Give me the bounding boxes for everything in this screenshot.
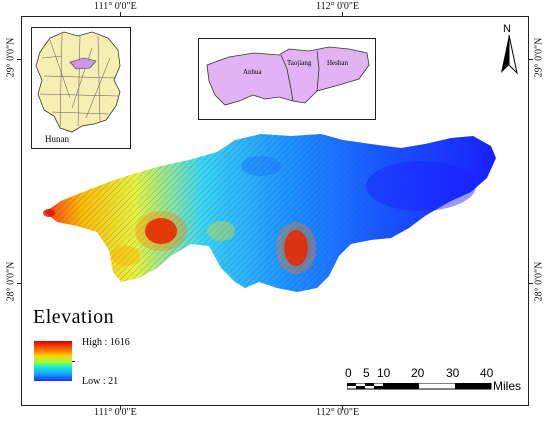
left-lat-label-28: 28° 0'0"N <box>5 261 17 302</box>
inset-province-label: Hunan <box>45 134 69 144</box>
north-label: N <box>503 23 511 35</box>
county-label-anhua: Anhua <box>243 68 262 76</box>
scale-tick-0: 0 <box>345 366 352 380</box>
scale-unit: Miles <box>493 379 522 393</box>
frame-tick <box>529 59 533 60</box>
high-elevation-patch <box>284 230 308 266</box>
frame-tick <box>120 406 121 410</box>
high-elevation-patch <box>276 222 316 274</box>
scale-tick-30: 30 <box>446 366 460 380</box>
scale-tick-20: 20 <box>411 366 425 380</box>
right-lat-label-28: 28° 0'0"N <box>533 261 545 302</box>
legend-mid-tick <box>72 361 75 362</box>
high-elevation-patch <box>135 211 187 251</box>
high-elevation-patch <box>43 209 55 217</box>
study-area-highlight <box>69 57 97 70</box>
top-lon-label-112: 112° 0'0"E <box>316 1 360 12</box>
frame-tick <box>17 283 21 284</box>
hunan-inset-map: Hunan <box>31 27 131 149</box>
scale-tick-5: 5 <box>363 366 370 380</box>
right-lat-label-29: 29° 0'0"N <box>533 37 545 78</box>
scale-tick-40: 40 <box>480 366 494 380</box>
legend-low-label: Low : 21 <box>82 376 119 387</box>
elevation-color-ramp <box>34 341 72 381</box>
top-lon-label-111: 111° 0'0"E <box>94 1 137 12</box>
scale-bar-graphic <box>347 383 492 390</box>
legend-high-label: High : 1616 <box>82 337 130 348</box>
frame-tick <box>342 406 343 410</box>
map-frame <box>21 16 529 406</box>
frame-tick <box>342 12 343 16</box>
county-label-taojiang: Taojiang <box>287 59 312 67</box>
bottom-lon-label-112: 112° 0'0"E <box>316 407 360 418</box>
bottom-lon-label-111: 111° 0'0"E <box>94 407 137 418</box>
county-label-heshan: Heshan <box>327 59 348 67</box>
legend-title: Elevation <box>33 306 115 328</box>
left-lat-label-29: 29° 0'0"N <box>5 37 17 78</box>
county-inset-map: Anhua Taojiang Heshan <box>198 38 376 120</box>
hunan-province-shape <box>35 31 121 133</box>
high-elevation-patch <box>145 218 177 244</box>
north-arrow-icon <box>501 35 518 75</box>
frame-tick <box>529 283 533 284</box>
county-shapes <box>206 46 370 106</box>
frame-tick <box>120 12 121 16</box>
scale-tick-10: 10 <box>377 366 391 380</box>
frame-tick <box>17 59 21 60</box>
elevation-map <box>43 134 496 292</box>
